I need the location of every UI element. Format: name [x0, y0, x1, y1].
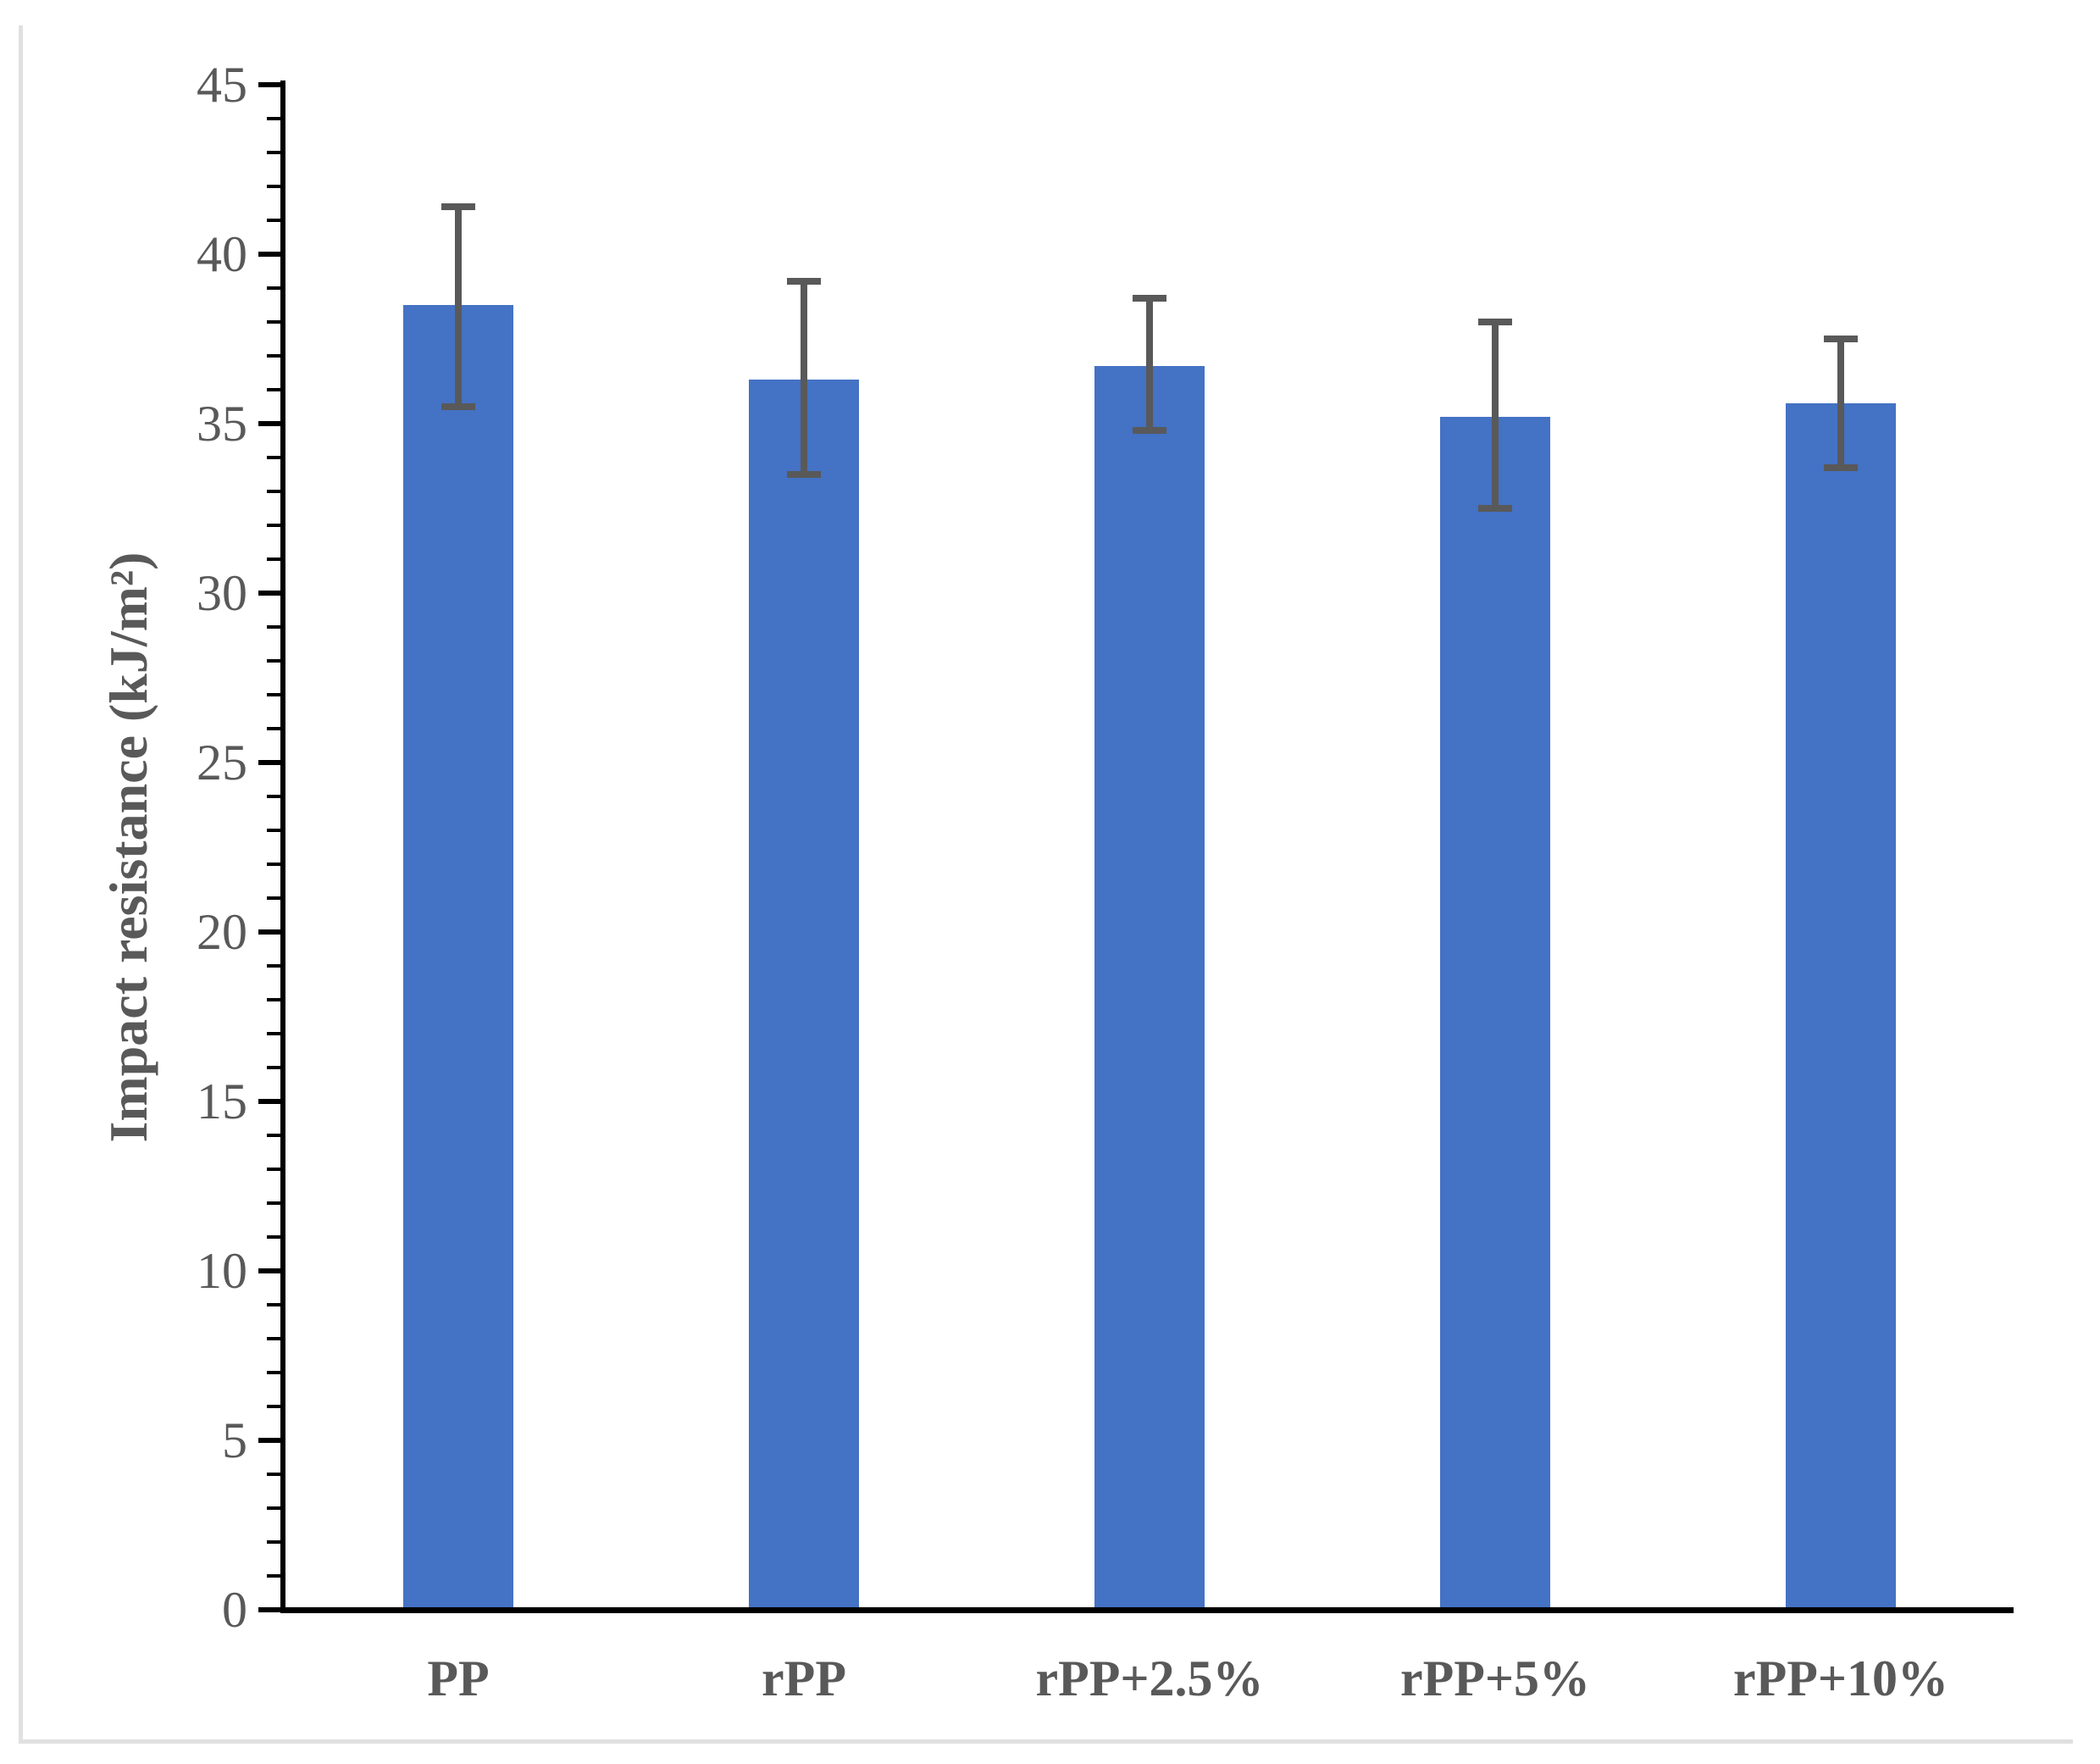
y-minor-tick [267, 659, 280, 663]
y-minor-tick [267, 998, 280, 1001]
error-bar-bottom-cap [1133, 427, 1166, 434]
error-bar-line [1837, 339, 1844, 468]
y-major-tick [258, 760, 280, 765]
error-bar-line [1146, 298, 1153, 430]
y-minor-tick [267, 557, 280, 561]
y-major-tick [258, 421, 280, 426]
error-bar-line [801, 281, 807, 474]
y-minor-tick [267, 727, 280, 730]
y-minor-tick [267, 795, 280, 798]
y-minor-tick [267, 490, 280, 493]
y-tick-label: 35 [197, 396, 247, 452]
bar [749, 380, 859, 1610]
y-minor-tick [267, 964, 280, 968]
y-minor-tick [267, 1371, 280, 1374]
y-minor-tick [267, 320, 280, 324]
y-minor-tick [267, 1303, 280, 1306]
y-minor-tick [267, 863, 280, 866]
y-major-tick [258, 591, 280, 596]
y-minor-tick [267, 1201, 280, 1205]
y-minor-tick [267, 185, 280, 188]
y-tick-label: 15 [197, 1073, 247, 1129]
figure-border-left [19, 25, 23, 1744]
y-minor-tick [267, 625, 280, 629]
error-bar-top-cap [1824, 336, 1858, 342]
error-bar-top-cap [441, 203, 475, 210]
y-minor-tick [267, 1337, 280, 1340]
error-bar-top-cap [1478, 319, 1512, 325]
y-minor-tick [267, 286, 280, 290]
y-tick-label: 0 [222, 1582, 247, 1638]
error-bar-top-cap [1133, 295, 1166, 302]
y-major-tick [258, 252, 280, 257]
x-axis-label: rPP+5% [1399, 1650, 1591, 1706]
bar [1094, 366, 1205, 1610]
y-minor-tick [267, 1540, 280, 1544]
error-bar-bottom-cap [1478, 505, 1512, 512]
y-minor-tick [267, 1574, 280, 1578]
y-minor-tick [267, 1405, 280, 1408]
error-bar-bottom-cap [1824, 464, 1858, 471]
bar [403, 305, 513, 1610]
y-axis-title: Impact resistance (kJ/m²) [98, 552, 158, 1143]
error-bar-top-cap [787, 278, 821, 285]
y-minor-tick [267, 456, 280, 459]
y-major-tick [258, 1099, 280, 1104]
x-axis-label: rPP+10% [1732, 1650, 1949, 1706]
x-axis-line [280, 1607, 2014, 1613]
y-minor-tick [267, 1168, 280, 1171]
y-minor-tick [267, 117, 280, 120]
y-major-tick [258, 1607, 280, 1612]
y-minor-tick [267, 524, 280, 527]
error-bar-line [1492, 322, 1499, 508]
y-minor-tick [267, 896, 280, 900]
y-tick-label: 30 [197, 565, 247, 621]
error-bar-bottom-cap [787, 471, 821, 478]
y-minor-tick [267, 1032, 280, 1035]
error-bar-bottom-cap [441, 403, 475, 410]
bar [1440, 417, 1550, 1610]
error-bar-line [455, 207, 462, 407]
x-axis-label: rPP+2.5% [1035, 1650, 1264, 1706]
y-minor-tick [267, 1235, 280, 1239]
y-tick-label: 5 [222, 1412, 247, 1468]
y-minor-tick [267, 151, 280, 154]
y-minor-tick [267, 1506, 280, 1510]
y-tick-label: 20 [197, 904, 247, 960]
y-minor-tick [267, 1066, 280, 1069]
y-tick-label: 25 [197, 735, 247, 790]
y-minor-tick [267, 1134, 280, 1137]
y-axis-line [280, 80, 285, 1613]
x-axis-label: PP [427, 1650, 490, 1706]
y-minor-tick [267, 354, 280, 358]
y-minor-tick [267, 693, 280, 696]
bar [1786, 403, 1896, 1610]
x-axis-label: rPP [762, 1650, 846, 1706]
y-minor-tick [267, 829, 280, 832]
y-minor-tick [267, 219, 280, 222]
y-minor-tick [267, 388, 280, 391]
y-major-tick [258, 929, 280, 935]
y-tick-label: 40 [197, 226, 247, 282]
y-major-tick [258, 82, 280, 87]
figure-border-bottom [19, 1739, 2073, 1744]
y-major-tick [258, 1268, 280, 1273]
y-major-tick [258, 1438, 280, 1443]
y-minor-tick [267, 1473, 280, 1476]
y-tick-label: 45 [197, 57, 247, 113]
y-tick-label: 10 [197, 1243, 247, 1299]
